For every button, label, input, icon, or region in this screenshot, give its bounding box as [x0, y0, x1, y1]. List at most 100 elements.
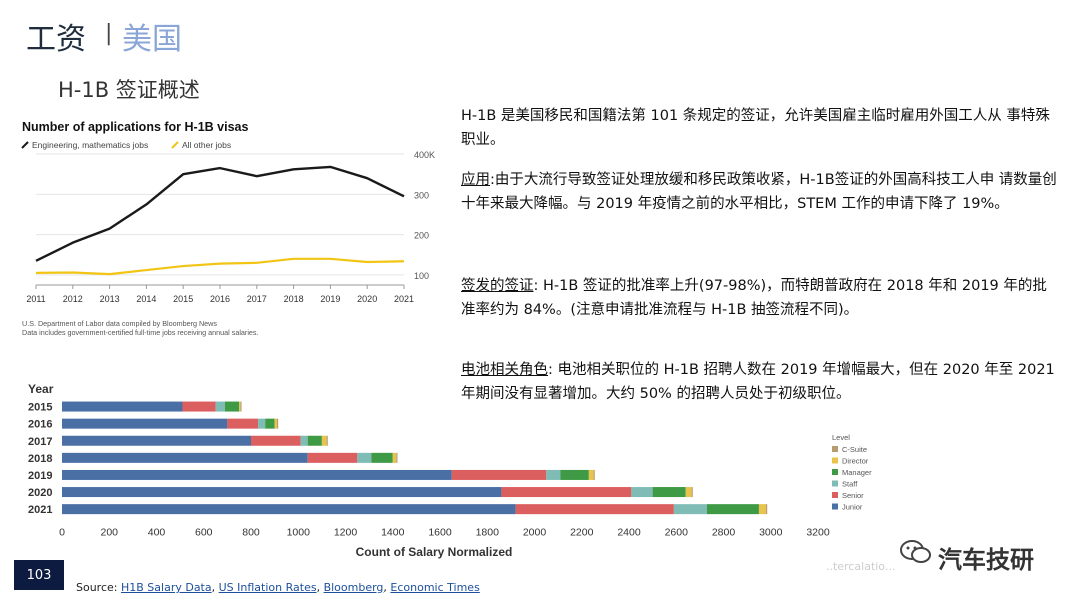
bar-segment-junior-2015	[62, 401, 183, 412]
line-chart-x-tick: 2014	[136, 294, 156, 304]
application-paragraph: 应用:由于大流行导致签证处理放缓和移民政策收紧，H-1B签证的外国高科技工人申 …	[461, 168, 1061, 216]
bar-segment-manager-2016	[265, 418, 275, 429]
bar-chart-x-tick: 2000	[523, 527, 547, 539]
bar-segment-manager-2020	[652, 487, 686, 498]
source-line: Source: H1B Salary Data, US Inflation Ra…	[76, 581, 480, 594]
bar-chart-x-tick: 1800	[476, 527, 500, 539]
bar-segment-senior-2021	[515, 504, 674, 515]
bar-segment-senior-2020	[501, 487, 632, 498]
applications-line-chart: Number of applications for H-1B visas En…	[21, 120, 435, 337]
bar-segment-director-2015	[239, 401, 241, 412]
source-link-salary[interactable]: H1B Salary Data	[120, 581, 212, 594]
source-link-bloomberg[interactable]: Bloomberg	[323, 581, 384, 594]
bar-segment-c-suite-2019	[593, 469, 595, 480]
bar-segment-staff-2018	[357, 452, 372, 463]
bar-segment-manager-2021	[706, 504, 759, 515]
source-separator: ,	[316, 581, 324, 594]
bar-legend-label: Staff	[842, 480, 858, 489]
bar-segment-director-2018	[392, 452, 397, 463]
bar-segment-c-suite-2020	[691, 487, 693, 498]
bar-legend-label: C-Suite	[842, 445, 867, 454]
bar-chart-x-tick: 2800	[712, 527, 736, 539]
bar-segment-staff-2020	[631, 487, 653, 498]
legend-label-1: All other jobs	[182, 140, 231, 150]
watermark-url: ..tercalatio...	[826, 560, 896, 573]
slide-title: 工资	[26, 22, 86, 57]
line-series-engineering	[35, 165, 405, 262]
bar-segment-staff-2019	[546, 469, 561, 480]
line-chart-x-tick: 2017	[247, 294, 267, 304]
legend-swatch-0	[21, 141, 29, 149]
bar-legend-title: Level	[832, 433, 850, 442]
legend-swatch-1	[171, 141, 179, 149]
bar-segment-senior-2019	[451, 469, 547, 480]
bar-segment-staff-2021	[673, 504, 707, 515]
bar-chart-x-tick: 1600	[428, 527, 452, 539]
bar-segment-junior-2018	[62, 452, 308, 463]
bar-segment-director-2017	[321, 435, 327, 446]
bar-segment-junior-2016	[62, 418, 228, 429]
bar-segment-staff-2017	[300, 435, 308, 446]
bar-category-label: 2020	[28, 487, 52, 499]
application-label: 应用	[461, 172, 490, 188]
bar-legend-swatch	[832, 469, 838, 475]
line-chart-x-tick: 2013	[100, 294, 120, 304]
bar-chart-x-tick: 1400	[381, 527, 405, 539]
bar-chart-x-tick: 2600	[665, 527, 689, 539]
title-separator: |	[105, 21, 113, 46]
watermark-text: 汽车技研	[938, 546, 1034, 574]
battery-paragraph: 电池相关角色: 电池相关职位的 H-1B 招聘人数在 2019 年增幅最大，但在…	[461, 358, 1061, 406]
intro-text: H-1B 是美国移民和国籍法第 101 条规定的签证，允许美国雇主临时雇用外国工…	[461, 108, 1050, 148]
source-separator: ,	[383, 581, 391, 594]
line-chart-note: U.S. Department of Labor data compiled b…	[22, 319, 217, 328]
bar-chart-x-tick: 0	[59, 527, 65, 539]
bar-chart-legend: Level C-Suite Director Manager Staff Senior Ju…	[832, 433, 872, 512]
bar-segment-director-2020	[685, 487, 692, 498]
bar-segment-senior-2018	[307, 452, 358, 463]
bar-segment-c-suite-2016	[276, 418, 279, 429]
bar-segment-staff-2016	[258, 418, 266, 429]
legend-label-0: Engineering, mathematics jobs	[32, 140, 148, 150]
bar-category-label: 2018	[28, 453, 52, 465]
battery-label: 电池相关角色	[461, 362, 548, 378]
bar-segment-c-suite-2017	[326, 435, 328, 446]
bar-chart-x-tick: 2200	[570, 527, 594, 539]
bar-segment-manager-2018	[371, 452, 393, 463]
issuance-paragraph: 签发的签证: H-1B 签证的批准率上升(97-98%)，而特朗普政府在 201…	[461, 274, 1061, 322]
bar-segment-director-2021	[758, 504, 767, 515]
line-chart-x-tick: 2015	[173, 294, 193, 304]
bar-chart-x-tick: 3200	[806, 527, 830, 539]
source-link-economic-times[interactable]: Economic Times	[390, 581, 480, 594]
battery-text: : 电池相关职位的 H-1B 招聘人数在 2019 年增幅最大，但在 2020 …	[461, 362, 1055, 402]
bar-category-label: 2019	[28, 470, 52, 482]
source-prefix: Source:	[76, 581, 121, 594]
bar-category-label: 2016	[28, 419, 52, 431]
bar-chart-x-tick: 800	[242, 527, 260, 539]
bar-segment-junior-2019	[62, 469, 452, 480]
bar-legend-swatch	[832, 492, 838, 498]
issuance-text: : H-1B 签证的批准率上升(97-98%)，而特朗普政府在 2018 年和 …	[461, 278, 1047, 318]
line-chart-title: Number of applications for H-1B visas	[22, 120, 248, 134]
line-chart-x-tick: 2020	[357, 294, 377, 304]
bar-segment-c-suite-2018	[396, 452, 398, 463]
bar-category-label: 2017	[28, 436, 52, 448]
bar-segment-c-suite-2021	[766, 504, 768, 515]
line-chart-legend: Engineering, mathematics jobs All other j…	[21, 140, 231, 150]
bar-legend-swatch	[832, 503, 838, 510]
title-region: 美国	[122, 22, 182, 57]
source-separator: ,	[211, 581, 219, 594]
line-series-other	[35, 257, 405, 276]
bar-chart-x-tick: 200	[100, 527, 118, 539]
bar-chart-x-tick: 2400	[617, 527, 641, 539]
bar-segment-junior-2020	[62, 487, 502, 498]
bar-chart-x-tick: 1200	[334, 527, 358, 539]
bar-segment-c-suite-2015	[240, 401, 242, 412]
bar-segment-staff-2015	[215, 401, 226, 412]
source-link-inflation[interactable]: US Inflation Rates	[218, 581, 317, 594]
bar-segment-manager-2019	[560, 469, 589, 480]
line-chart-y-tick: 100	[414, 271, 429, 281]
bar-legend-label: Senior	[842, 491, 864, 500]
bar-segment-senior-2015	[182, 401, 216, 412]
line-chart-y-tick: 400K	[414, 150, 435, 160]
bar-segment-junior-2021	[62, 504, 516, 515]
